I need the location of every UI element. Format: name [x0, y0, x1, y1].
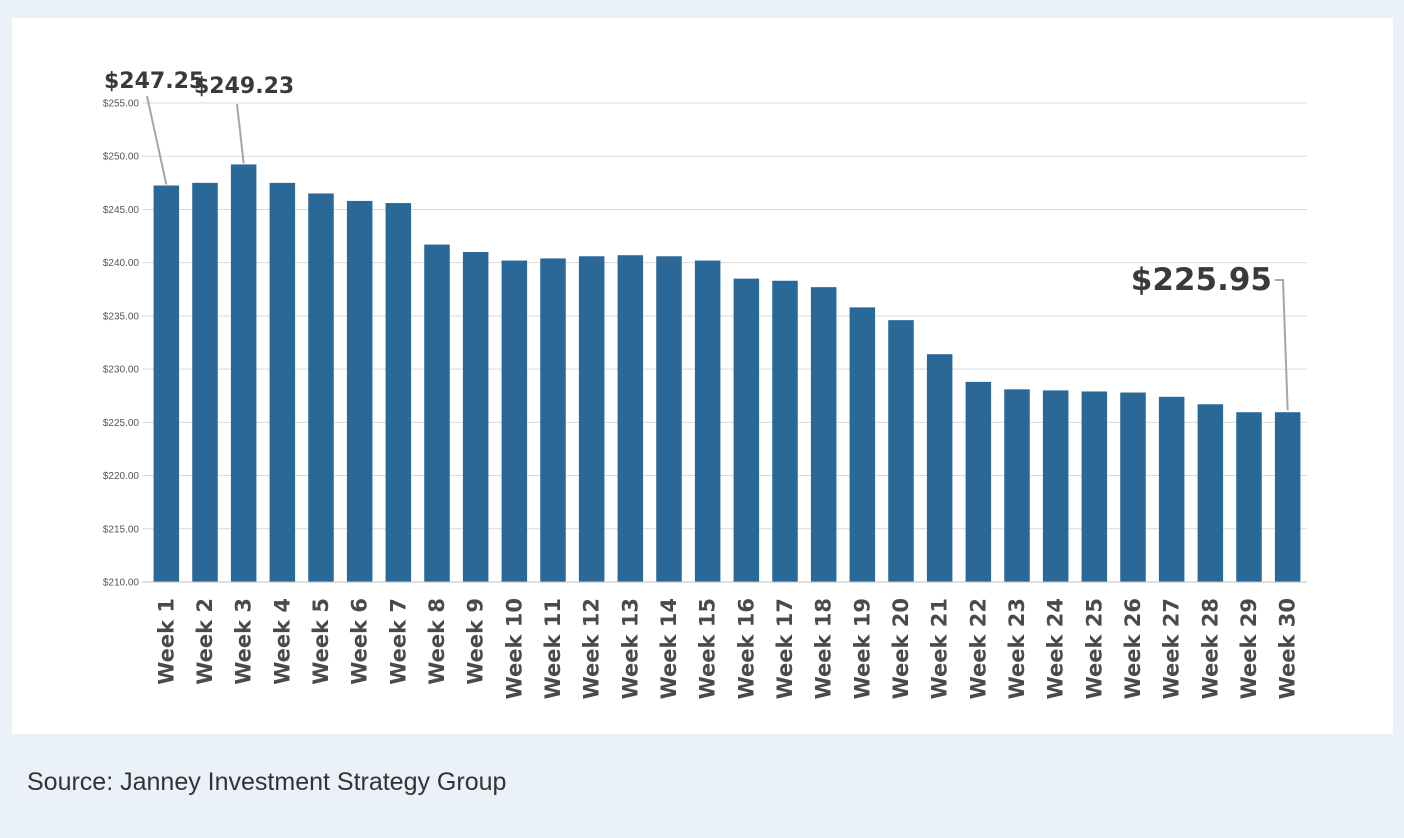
annotation-leader-line: [1275, 279, 1289, 411]
x-tick-label: Week 23: [1005, 598, 1029, 699]
bar: [1042, 390, 1069, 582]
annotation-label: $247.25: [104, 69, 204, 94]
y-tick-label: $210.00: [103, 578, 140, 589]
x-tick-label: Week 3: [232, 598, 256, 685]
x-tick-label: Week 5: [309, 598, 333, 685]
x-tick-label: Week 4: [270, 598, 294, 685]
x-tick-label: Week 16: [734, 598, 758, 699]
x-tick-label: Week 26: [1121, 598, 1145, 699]
y-tick-label: $235.00: [103, 311, 140, 322]
bar: [540, 258, 566, 582]
x-tick-label: Week 19: [850, 598, 874, 699]
y-tick-label: $250.00: [103, 152, 140, 163]
gridlines: [142, 102, 1307, 530]
bar: [888, 320, 914, 582]
bars: [153, 164, 1301, 583]
x-tick-label: Week 11: [541, 598, 565, 699]
y-tick-label: $215.00: [103, 524, 140, 535]
bar: [694, 260, 721, 582]
x-tick-label: Week 7: [386, 598, 410, 685]
y-tick-label: $220.00: [103, 471, 140, 482]
bar: [1197, 404, 1224, 582]
y-tick-label: $230.00: [103, 365, 140, 376]
annotation-leader-line: [236, 103, 245, 164]
bar: [424, 244, 450, 582]
bar: [578, 256, 605, 582]
y-tick-label: $225.00: [103, 418, 140, 429]
x-tick-label: Week 15: [696, 598, 720, 699]
x-tick-label: Week 18: [812, 598, 836, 699]
y-tick-label: $255.00: [103, 99, 140, 110]
bar: [1274, 412, 1301, 582]
y-tick-label: $240.00: [103, 258, 140, 269]
bar: [385, 203, 412, 582]
x-tick-label: Week 17: [773, 598, 797, 699]
bar: [1120, 392, 1146, 582]
chart-figure: $210.00 $215.00 $220.00 $225.00 $230.00 $235.…: [12, 18, 1393, 734]
bar: [617, 255, 644, 582]
bar: [462, 252, 489, 582]
y-axis-ticks: $210.00 $215.00 $220.00 $225.00 $230.00 $235.…: [103, 99, 140, 589]
x-tick-label: Week 2: [193, 598, 217, 685]
x-tick-label: Week 6: [348, 598, 372, 685]
x-tick-label: Week 14: [657, 598, 681, 699]
x-tick-label: Week 8: [425, 598, 449, 685]
bar: [656, 256, 682, 582]
x-tick-label: Week 25: [1082, 598, 1106, 699]
bar: [849, 307, 876, 582]
bar: [810, 287, 837, 582]
y-tick-label: $245.00: [103, 205, 140, 216]
x-tick-label: Week 28: [1198, 598, 1222, 699]
x-tick-label: Week 12: [580, 598, 604, 699]
bar: [230, 164, 257, 582]
x-tick-label: Week 10: [502, 598, 526, 699]
x-tick-label: Week 22: [966, 598, 990, 699]
bar: [269, 182, 296, 583]
bar-chart: $210.00 $215.00 $220.00 $225.00 $230.00 $235.…: [103, 69, 1307, 699]
x-tick-label: Week 9: [464, 598, 488, 685]
bar: [1004, 389, 1030, 582]
bar: [733, 278, 760, 582]
x-tick-label: Week 20: [889, 598, 913, 699]
bar: [926, 354, 953, 582]
annotation-label: $225.95: [1131, 262, 1272, 298]
bar: [153, 185, 180, 582]
bar: [1158, 396, 1185, 582]
annotation-label: $249.23: [194, 74, 294, 99]
bar: [346, 200, 373, 582]
bar: [1236, 412, 1262, 582]
bar: [501, 260, 528, 582]
annotations: $247.25$249.23 $225.95: [104, 69, 1289, 411]
source-caption: Source: Janney Investment Strategy Group: [27, 768, 507, 796]
x-tick-label: Week 30: [1276, 598, 1300, 699]
x-tick-label: Week 24: [1044, 598, 1068, 699]
x-tick-label: Week 13: [618, 598, 642, 699]
x-tick-label: Week 21: [928, 598, 952, 699]
bar: [1081, 391, 1108, 582]
bar: [192, 182, 218, 583]
x-tick-label: Week 1: [154, 598, 178, 685]
x-tick-label: Week 27: [1160, 598, 1184, 699]
annotation-leader-line: [146, 95, 168, 185]
bar: [308, 193, 334, 582]
bar: [965, 381, 992, 582]
x-axis-ticks: Week 1 Week 2 Week 3 Week 4 Week 5 Week 6 Week…: [154, 598, 1299, 699]
bar: [772, 280, 798, 582]
x-tick-label: Week 29: [1237, 598, 1261, 699]
